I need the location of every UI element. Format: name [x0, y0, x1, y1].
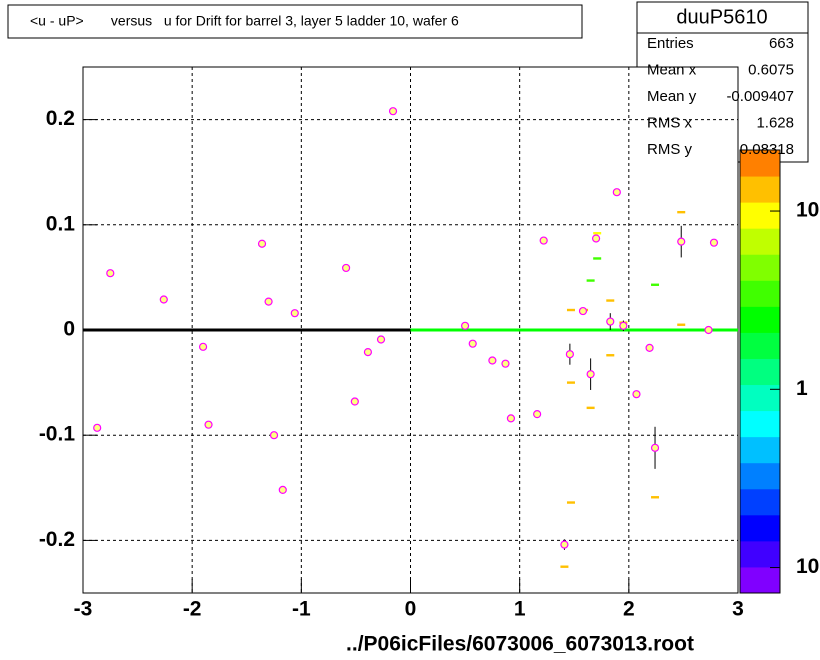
point	[704, 325, 713, 335]
y-tick-label: -0.1	[39, 423, 76, 446]
point	[468, 339, 477, 348]
stat-value: 0.6075	[748, 61, 794, 78]
palette-swatch	[740, 228, 780, 255]
palette-swatch	[740, 202, 780, 229]
point	[278, 485, 287, 495]
stat-value: 663	[769, 35, 794, 52]
y-tick-label: 0.1	[46, 212, 76, 235]
y-tick-label: 0	[63, 318, 75, 341]
hist-cell	[677, 210, 686, 214]
point	[619, 321, 628, 330]
palette-swatch	[740, 540, 780, 568]
palette-swatch	[740, 280, 780, 307]
point	[204, 420, 213, 429]
hist-cell	[586, 279, 595, 282]
point	[488, 356, 497, 365]
point	[533, 410, 542, 419]
stat-label: Mean y	[647, 88, 697, 105]
point	[578, 306, 588, 316]
palette-swatch	[740, 514, 780, 542]
point	[506, 414, 516, 423]
palette-swatch	[740, 488, 780, 516]
palette-swatch	[740, 566, 780, 594]
stat-label: RMS x	[647, 114, 693, 131]
point	[290, 309, 299, 318]
point	[198, 342, 208, 351]
hist-cell	[566, 308, 575, 312]
point	[376, 335, 386, 344]
point	[650, 443, 660, 452]
point	[677, 237, 686, 246]
hist-cell	[593, 257, 602, 260]
stat-value: 0.08318	[740, 141, 794, 158]
title-box	[7, 4, 583, 39]
point	[539, 236, 548, 245]
hist-cell	[651, 496, 660, 499]
palette-swatch	[740, 306, 780, 333]
point	[159, 295, 168, 304]
point	[709, 238, 719, 247]
x-axis-label: ../P06icFiles/6073006_6073013.root	[346, 633, 694, 656]
palette-frame	[739, 149, 781, 594]
point	[269, 431, 279, 440]
point	[645, 343, 654, 352]
stats-title: duuP5610	[676, 6, 767, 28]
x-tick-label: 3	[732, 598, 744, 621]
point	[565, 350, 574, 359]
point	[341, 263, 351, 273]
hist-cell	[560, 565, 569, 568]
palette-swatch	[740, 462, 780, 490]
point	[264, 297, 273, 306]
point	[632, 390, 641, 399]
x-tick-label: -2	[183, 598, 202, 621]
z-tick-label: 1	[796, 377, 808, 400]
stat-label: RMS y	[647, 141, 693, 158]
point	[606, 317, 615, 326]
palette-swatch	[740, 358, 780, 386]
palette-swatch	[740, 384, 780, 412]
point	[591, 234, 601, 243]
hist-cell	[606, 299, 615, 302]
point	[93, 423, 102, 432]
palette-swatch	[740, 436, 780, 464]
hist-cell	[566, 501, 575, 504]
x-tick-label: -3	[74, 598, 93, 621]
stat-value: -0.009407	[726, 88, 794, 105]
y-tick-label: -0.2	[39, 528, 75, 551]
stat-label: Entries	[647, 35, 694, 52]
palette-swatch	[740, 254, 780, 281]
x-tick-label: 0	[405, 598, 417, 621]
x-tick-label: 1	[514, 598, 526, 621]
palette-swatch	[740, 410, 780, 438]
point	[460, 321, 470, 330]
point	[363, 347, 373, 357]
hist-cell	[651, 283, 660, 286]
hist-cell	[677, 323, 686, 326]
hist-cell	[593, 232, 602, 235]
hist-cell	[566, 381, 575, 384]
point	[501, 359, 510, 368]
hist-cell	[606, 354, 615, 357]
point	[586, 370, 595, 379]
point	[106, 269, 115, 278]
hist-cell	[586, 406, 595, 410]
stat-value: 1.628	[756, 114, 794, 131]
x-tick-label: -1	[292, 598, 311, 621]
point	[257, 239, 267, 248]
point	[560, 540, 569, 549]
palette-swatch	[740, 332, 780, 359]
x-tick-label: 2	[623, 598, 635, 621]
z-tick-label: 10	[796, 199, 819, 222]
chart-title: <u - uP> versus u for Drift for barrel 3…	[30, 13, 459, 29]
stat-label: Mean x	[647, 61, 697, 78]
y-tick-label: 0.2	[46, 107, 75, 130]
palette-swatch	[740, 176, 780, 203]
point	[612, 188, 621, 197]
palette-swatch	[740, 150, 780, 177]
point	[388, 107, 398, 116]
point	[350, 397, 359, 406]
z-tick-label: 10	[796, 555, 819, 578]
